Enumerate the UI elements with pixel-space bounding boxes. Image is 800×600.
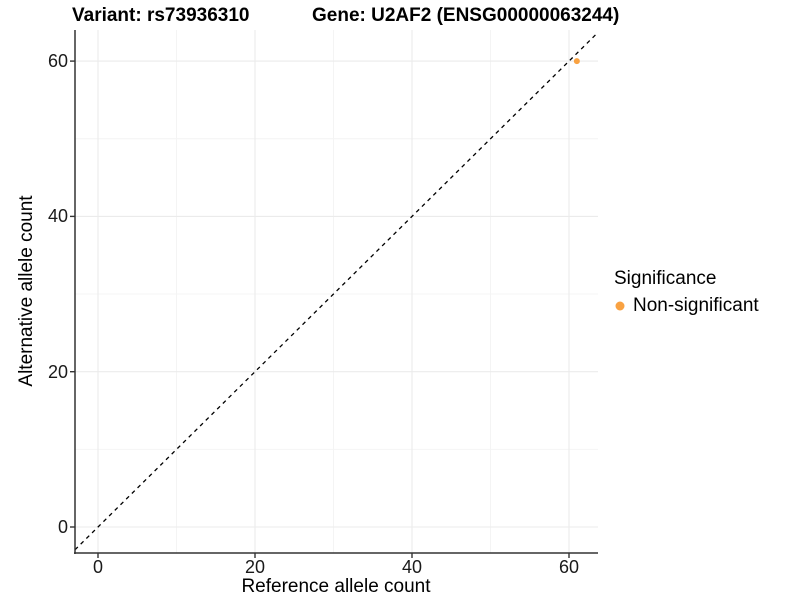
y-tick-label-0: 0 xyxy=(57,517,68,537)
x-tick-label-40: 40 xyxy=(401,557,423,577)
y-tick-label-60: 60 xyxy=(47,51,68,71)
legend: Significance Non-significant xyxy=(614,268,759,317)
identity-line xyxy=(74,31,599,551)
legend-item-label: Non-significant xyxy=(633,295,759,316)
y-tick-label-20: 20 xyxy=(47,362,68,382)
x-axis-title: Reference allele count xyxy=(241,576,431,597)
x-tick-label-60: 60 xyxy=(558,557,580,577)
x-tick-label-20: 20 xyxy=(244,557,266,577)
x-tick-label-0: 0 xyxy=(92,557,103,577)
plot-title-variant: Variant: rs73936310 xyxy=(72,5,250,26)
legend-point-icon xyxy=(615,301,625,311)
plot-title-gene: Gene: U2AF2 (ENSG00000063244) xyxy=(312,5,620,26)
legend-title: Significance xyxy=(614,268,717,289)
y-tick-label-40: 40 xyxy=(47,206,68,226)
data-point xyxy=(573,58,580,65)
legend-item-non-significant: Non-significant xyxy=(614,295,759,317)
y-axis-title: Alternative allele count xyxy=(16,195,37,387)
